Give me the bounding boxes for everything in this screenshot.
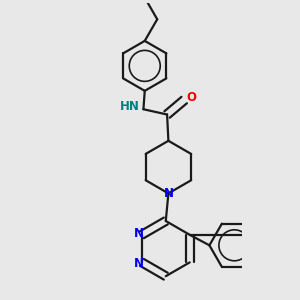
Text: O: O — [187, 92, 196, 104]
Text: N: N — [134, 257, 144, 270]
Text: N: N — [164, 187, 173, 200]
Text: N: N — [134, 227, 144, 240]
Text: HN: HN — [120, 100, 140, 112]
